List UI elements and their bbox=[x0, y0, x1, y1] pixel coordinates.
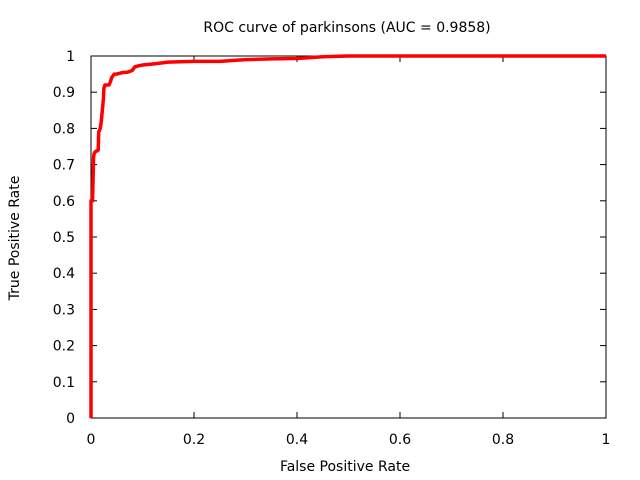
x-tick-label: 0.8 bbox=[492, 432, 514, 448]
y-tick-label: 0.7 bbox=[53, 158, 75, 174]
chart-title: ROC curve of parkinsons (AUC = 0.9858) bbox=[203, 20, 490, 36]
y-axis-ticks: 0 0.1 0.2 0.3 0.4 0.5 0.6 0.7 0.8 0.9 1 bbox=[53, 49, 606, 427]
x-tick-label: 1 bbox=[602, 432, 611, 448]
y-axis-title: True Positive Rate bbox=[7, 176, 23, 302]
y-tick-label: 0.1 bbox=[53, 375, 75, 391]
plot-frame bbox=[90, 55, 607, 419]
x-axis-title: False Positive Rate bbox=[280, 459, 410, 475]
x-tick-label: 0.4 bbox=[286, 432, 308, 448]
x-tick-label: 0.6 bbox=[389, 432, 411, 448]
series-group bbox=[89, 54, 606, 418]
y-tick-label: 0.4 bbox=[53, 266, 75, 282]
y-tick-label: 0.5 bbox=[53, 230, 75, 246]
y-tick-label: 0.3 bbox=[53, 302, 75, 318]
x-tick-label: 0 bbox=[87, 432, 96, 448]
y-tick-label: 0.8 bbox=[53, 121, 75, 137]
roc-curve-line bbox=[89, 54, 606, 418]
y-tick-label: 0.9 bbox=[53, 85, 75, 101]
x-tick-label: 0.2 bbox=[183, 432, 205, 448]
y-tick-label: 0.6 bbox=[53, 194, 75, 210]
y-tick-label: 0 bbox=[66, 411, 75, 427]
y-tick-label: 0.2 bbox=[53, 339, 75, 355]
y-tick-label: 1 bbox=[66, 49, 75, 65]
x-axis-ticks: 0 0.2 0.4 0.6 0.8 1 bbox=[87, 56, 611, 448]
